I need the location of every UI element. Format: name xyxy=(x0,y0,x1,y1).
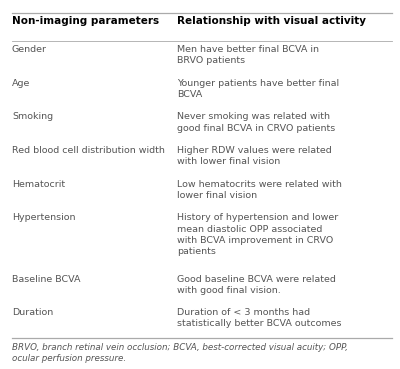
Text: Non-imaging parameters: Non-imaging parameters xyxy=(12,16,159,26)
Text: Duration: Duration xyxy=(12,308,53,317)
Text: Relationship with visual activity: Relationship with visual activity xyxy=(177,16,366,26)
Text: Gender: Gender xyxy=(12,45,47,54)
Text: Duration of < 3 months had
statistically better BCVA outcomes: Duration of < 3 months had statistically… xyxy=(177,308,342,328)
Text: BRVO, branch retinal vein occlusion; BCVA, best-corrected visual acuity; OPP,
oc: BRVO, branch retinal vein occlusion; BCV… xyxy=(12,343,348,363)
Text: Baseline BCVA: Baseline BCVA xyxy=(12,275,80,284)
Text: Good baseline BCVA were related
with good final vision.: Good baseline BCVA were related with goo… xyxy=(177,275,336,295)
Text: Smoking: Smoking xyxy=(12,113,53,121)
Text: Low hematocrits were related with
lower final vision: Low hematocrits were related with lower … xyxy=(177,180,342,200)
Text: History of hypertension and lower
mean diastolic OPP associated
with BCVA improv: History of hypertension and lower mean d… xyxy=(177,214,338,256)
Text: Red blood cell distribution width: Red blood cell distribution width xyxy=(12,146,165,155)
Text: Younger patients have better final
BCVA: Younger patients have better final BCVA xyxy=(177,79,340,99)
Text: Never smoking was related with
good final BCVA in CRVO patients: Never smoking was related with good fina… xyxy=(177,113,336,132)
Text: Higher RDW values were related
with lower final vision: Higher RDW values were related with lowe… xyxy=(177,146,332,166)
Text: Men have better final BCVA in
BRVO patients: Men have better final BCVA in BRVO patie… xyxy=(177,45,319,65)
Text: Hematocrit: Hematocrit xyxy=(12,180,65,189)
Text: Age: Age xyxy=(12,79,30,88)
Text: Hypertension: Hypertension xyxy=(12,214,76,223)
